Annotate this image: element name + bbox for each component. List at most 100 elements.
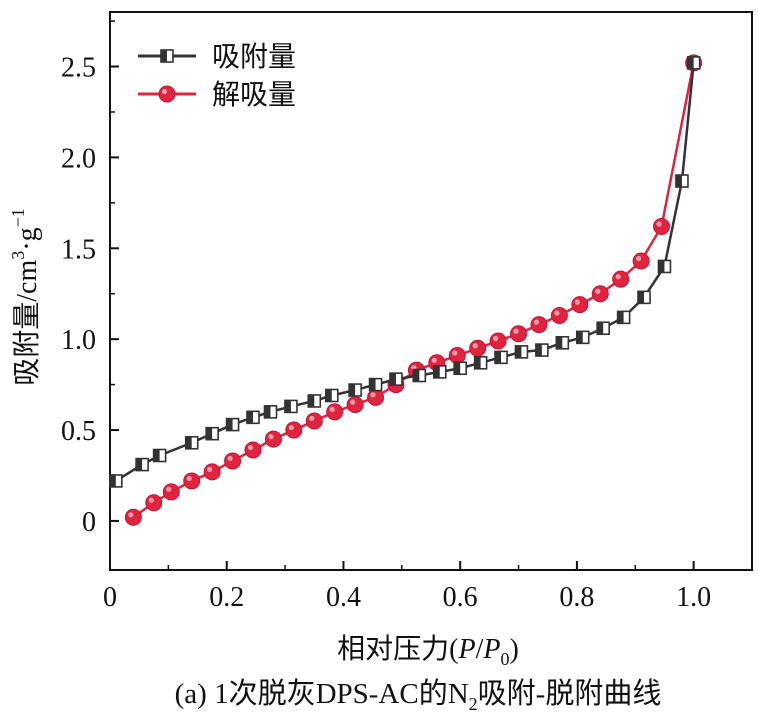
data-point-desorption: [285, 421, 303, 439]
data-point-adsorption: [616, 310, 631, 325]
marker-circle-highlight: [128, 512, 134, 518]
marker-square-fill: [576, 331, 583, 344]
data-point-desorption: [203, 463, 221, 481]
data-point-adsorption: [307, 394, 322, 408]
marker-square-fill: [638, 291, 645, 304]
marker-square-fill: [308, 394, 315, 407]
data-point-desorption: [510, 325, 528, 343]
data-point-desorption: [591, 285, 609, 303]
data-point-adsorption: [246, 410, 260, 425]
marker-circle-body: [367, 388, 385, 406]
marker-square-fill: [206, 427, 213, 440]
marker-circle-body: [203, 463, 221, 481]
marker-circle-highlight: [533, 319, 540, 325]
data-point-adsorption: [432, 365, 447, 379]
data-point-desorption: [346, 396, 364, 414]
marker-circle-body: [346, 396, 364, 414]
data-point-desorption: [489, 332, 507, 350]
marker-circle-body: [244, 441, 262, 459]
marker-square-fill: [556, 336, 563, 349]
data-point-adsorption: [453, 361, 467, 376]
marker-square-fill: [185, 436, 192, 449]
marker-circle-body: [326, 403, 344, 421]
marker-circle-highlight: [452, 350, 458, 356]
series-line-desorption: [132, 62, 695, 519]
marker-circle-highlight: [595, 288, 601, 294]
y-tick-label: 1.0: [61, 325, 96, 356]
marker-circle-body: [550, 307, 568, 325]
marker-circle-highlight: [513, 328, 519, 334]
data-point-desorption: [367, 388, 385, 406]
marker-circle-highlight: [574, 299, 580, 305]
data-point-adsorption: [596, 321, 610, 336]
data-point-desorption: [244, 441, 262, 459]
marker-circle-body: [305, 412, 323, 430]
legend-circle-marker: [158, 85, 176, 103]
y-axis-title: 吸附量/cm3·g−1: [8, 208, 43, 385]
marker-square-fill: [264, 405, 271, 418]
marker-circle-body: [489, 332, 507, 350]
marker-circle-highlight: [148, 497, 154, 503]
marker-square-fill: [136, 458, 143, 471]
data-point-adsorption: [535, 343, 549, 357]
legend-item-desorption: 解吸量: [138, 79, 296, 111]
y-tick-label: 0: [82, 507, 96, 538]
plot-area: 0 0.2 0.4 0.6 0.8 1.0 0 0.5 1.0 1.5 2.0 2.5: [61, 11, 753, 613]
data-point-adsorption: [657, 259, 672, 274]
data-point-desorption: [305, 412, 323, 430]
marker-circle-body: [653, 217, 671, 235]
data-point-adsorption: [412, 368, 427, 383]
marker-square-fill: [495, 351, 502, 364]
data-point-adsorption: [225, 417, 240, 432]
marker-circle-body: [183, 472, 201, 490]
marker-circle-body: [510, 325, 528, 343]
legend-square-marker: [160, 49, 174, 63]
marker-square-fill: [658, 260, 665, 273]
data-point-desorption: [124, 508, 142, 526]
marker-square-fill: [284, 400, 291, 413]
marker-circle-body: [285, 421, 303, 439]
marker-circle-body: [612, 270, 630, 288]
data-point-desorption: [145, 494, 163, 512]
marker-circle-highlight: [656, 221, 662, 227]
data-point-desorption: [183, 472, 201, 490]
x-tick-label: 1.0: [676, 582, 711, 613]
marker-circle-highlight: [615, 274, 621, 280]
data-point-desorption: [550, 307, 568, 325]
marker-square-fill: [325, 389, 332, 402]
data-point-adsorption: [389, 372, 403, 386]
data-point-adsorption: [473, 355, 488, 370]
data-point-adsorption: [675, 174, 689, 188]
marker-square-fill: [349, 384, 356, 397]
data-point-desorption: [448, 347, 466, 365]
x-tick-label: 0.6: [443, 582, 478, 613]
marker-circle-highlight: [350, 399, 356, 405]
marker-circle-highlight: [636, 255, 642, 262]
data-point-adsorption: [324, 388, 339, 403]
x-tick-label: 0.2: [209, 582, 244, 613]
marker-square-fill: [369, 378, 376, 391]
data-point-desorption: [653, 217, 671, 235]
marker-circle-highlight: [554, 310, 560, 316]
marker-circle-highlight: [186, 475, 192, 482]
data-point-desorption: [326, 403, 344, 421]
legend-label-desorption: 解吸量: [212, 79, 296, 111]
data-point-adsorption: [514, 345, 529, 359]
data-point-desorption: [224, 452, 242, 470]
marker-circle-highlight: [161, 88, 168, 95]
marker-circle-highlight: [329, 406, 335, 412]
marker-circle-body: [571, 296, 589, 314]
data-point-adsorption: [135, 457, 149, 472]
marker-circle-body: [632, 252, 650, 270]
marker-square-fill: [515, 345, 522, 358]
marker-circle-body: [591, 285, 609, 303]
data-point-desorption: [530, 316, 548, 334]
data-point-adsorption: [205, 426, 219, 441]
data-point-desorption: [612, 270, 630, 288]
data-point-adsorption: [348, 383, 362, 397]
y-tick-label: 0.5: [61, 416, 96, 447]
y-tick-label: 2.5: [61, 53, 96, 84]
data-point-desorption: [469, 339, 487, 357]
marker-circle-highlight: [493, 335, 499, 342]
